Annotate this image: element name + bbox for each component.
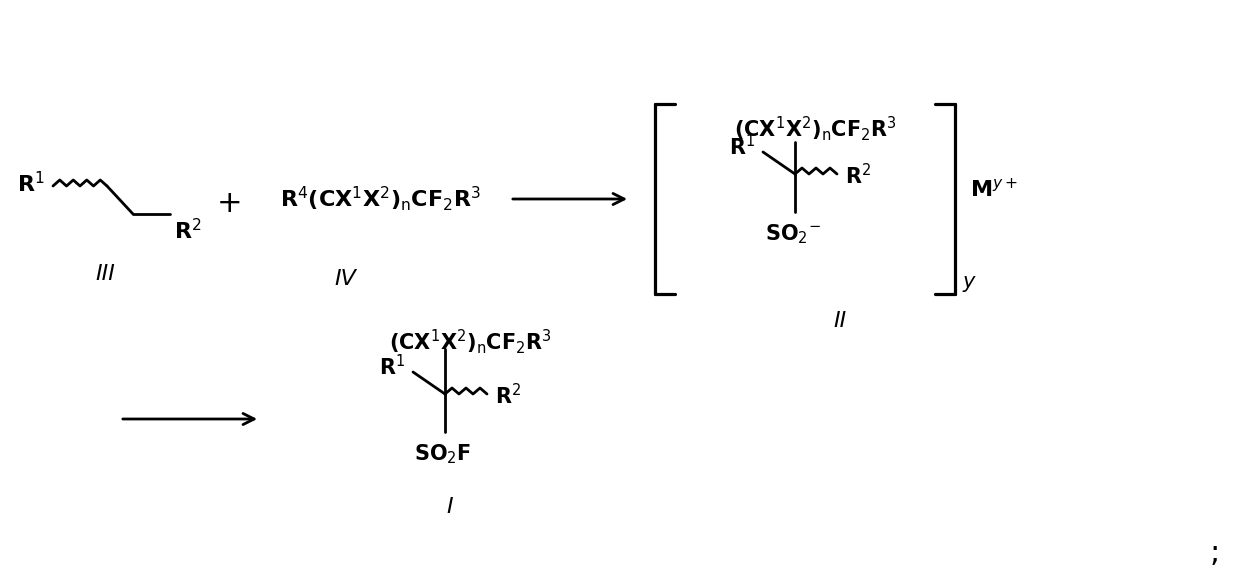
Text: ;: ; xyxy=(1210,538,1220,567)
Text: R$^{2}$: R$^{2}$ xyxy=(844,163,872,189)
Text: SO$_{2}$$^{-}$: SO$_{2}$$^{-}$ xyxy=(765,222,821,245)
Text: R$^{2}$: R$^{2}$ xyxy=(174,218,202,243)
Text: (CX$^{1}$X$^{2}$)$_{\rm n}$CF$_{2}$R$^{3}$: (CX$^{1}$X$^{2}$)$_{\rm n}$CF$_{2}$R$^{3… xyxy=(388,327,552,356)
Text: II: II xyxy=(833,311,847,331)
Text: III: III xyxy=(95,264,115,284)
Text: I: I xyxy=(446,497,454,517)
Text: R$^{1}$: R$^{1}$ xyxy=(729,134,755,160)
Text: IV: IV xyxy=(334,269,356,289)
Text: R$^{4}$(CX$^{1}$X$^{2}$)$_{\rm n}$CF$_{2}$R$^{3}$: R$^{4}$(CX$^{1}$X$^{2}$)$_{\rm n}$CF$_{2… xyxy=(280,185,481,214)
Text: R$^{1}$: R$^{1}$ xyxy=(379,354,405,380)
Text: M$^{y+}$: M$^{y+}$ xyxy=(970,177,1018,201)
Text: y: y xyxy=(963,272,976,292)
Text: +: + xyxy=(217,189,243,218)
Text: (CX$^{1}$X$^{2}$)$_{\rm n}$CF$_{2}$R$^{3}$: (CX$^{1}$X$^{2}$)$_{\rm n}$CF$_{2}$R$^{3… xyxy=(734,114,897,143)
Text: R$^{1}$: R$^{1}$ xyxy=(17,171,45,197)
Text: SO$_{2}$F: SO$_{2}$F xyxy=(414,442,471,466)
Text: R$^{2}$: R$^{2}$ xyxy=(495,383,521,409)
